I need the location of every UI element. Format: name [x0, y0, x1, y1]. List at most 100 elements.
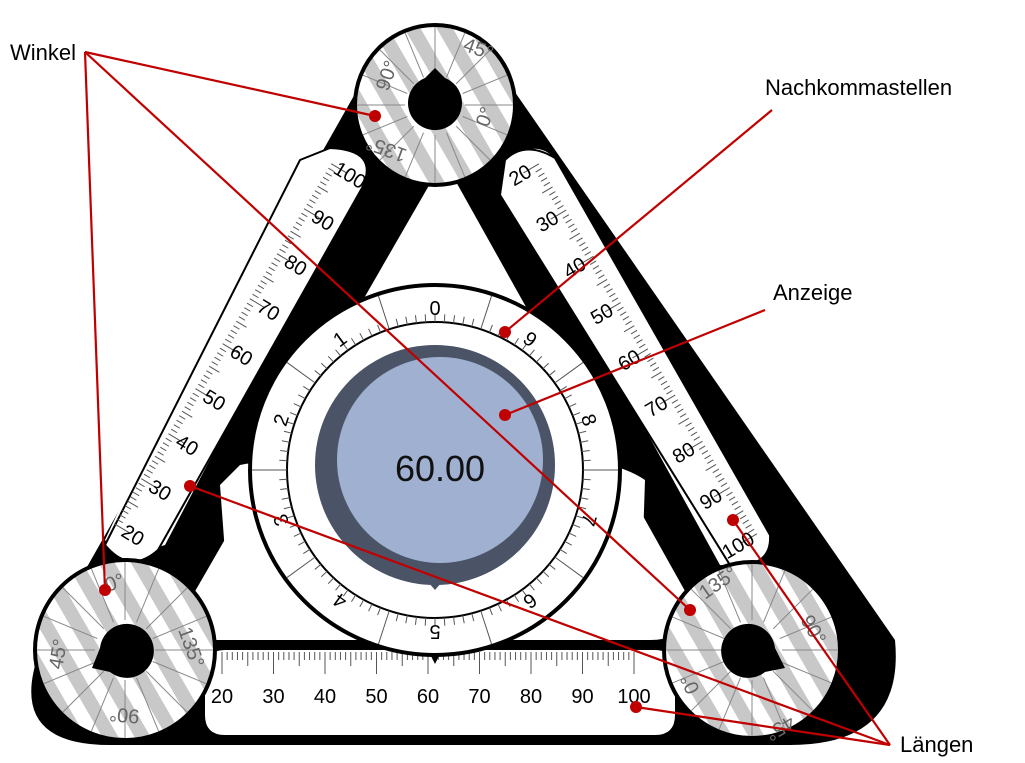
- right-scale-tick: [551, 195, 559, 201]
- angle-wheel-line: [772, 588, 814, 630]
- left-scale-tick: [322, 176, 330, 182]
- angle-wheel-line: [763, 677, 786, 730]
- right-scale-tick: [617, 306, 624, 312]
- display-knob[interactable]: 60.00: [315, 345, 555, 590]
- left-scale-tick: [195, 388, 212, 399]
- angle-wheel-top[interactable]: 45° 90° 0° 135°: [353, 23, 517, 187]
- right-scale-tick: [686, 440, 703, 451]
- decimal-dial-tick: [471, 318, 475, 327]
- decimal-dial-tick: [489, 607, 493, 616]
- right-scale-tick: [713, 487, 730, 498]
- dot-laengen-bottom: [630, 701, 642, 713]
- bottom-arm-strip[interactable]: [205, 650, 675, 735]
- right-scale-tick: [523, 163, 540, 174]
- right-scale-tick: [562, 214, 570, 219]
- right-scale-tick: [596, 279, 608, 286]
- angle-wheel-right-lines: [666, 564, 838, 736]
- left-scale-tick: [154, 455, 166, 463]
- decimal-dial-tick: [443, 314, 446, 323]
- left-scale-tick: [132, 491, 140, 497]
- right-scale-tick: [705, 464, 717, 471]
- left-scale-tick: [127, 500, 139, 508]
- decimal-dial-tick: [298, 394, 306, 400]
- decimal-dial-tick: [559, 548, 567, 555]
- right-scale-tick: [557, 205, 564, 210]
- right-scale-tick: [704, 454, 711, 460]
- display-value: 60.00: [395, 448, 485, 489]
- dot-winkel-top: [369, 110, 381, 122]
- left-scale-tick: [119, 514, 126, 519]
- left-scale-tick: [241, 311, 248, 317]
- right-scale-tick: [715, 473, 722, 478]
- angle-wheel-left[interactable]: 0° 45° 135° 90°: [33, 558, 217, 742]
- decimal-dial-tick: [554, 556, 584, 578]
- left-scale-tick: [301, 212, 308, 218]
- decimal-dial-tick: [286, 515, 295, 519]
- right-scale-tick: [578, 242, 586, 247]
- right-scale-tick: [576, 237, 583, 242]
- bottom-length-scale[interactable]: 20 30 40 50 60 70 80 90 100: [211, 650, 651, 708]
- angle-wheel-line: [446, 132, 466, 178]
- decimal-dial-tick: [548, 370, 556, 377]
- right-scale-tick: [693, 436, 700, 441]
- dot-winkel-left: [99, 584, 111, 596]
- right-scale-tick: [674, 403, 681, 409]
- left-scale-tick: [173, 424, 181, 429]
- right-scale-tick: [619, 311, 627, 316]
- leader-winkel-left: [83, 51, 107, 591]
- decimal-dial-tick: [280, 449, 289, 452]
- left-scale-tick: [184, 406, 191, 411]
- angle-wheel-line: [136, 677, 160, 732]
- leader-winkel-right: [84, 51, 691, 611]
- left-scale-tick: [208, 365, 220, 373]
- left-scale-tick: [265, 271, 273, 276]
- bottom-scale-label: 30: [262, 686, 284, 708]
- right-scale-tick: [660, 380, 668, 386]
- bottom-scale-label: 50: [365, 686, 387, 708]
- right-scale-tick: [649, 362, 657, 367]
- left-scale-tick: [149, 464, 156, 470]
- left-scale-tick: [197, 383, 205, 389]
- decimal-dial-tick: [559, 385, 567, 392]
- label-winkel: Winkel: [10, 40, 76, 65]
- angle-wheel-line: [145, 670, 188, 713]
- angle-wheel-top-hub: [407, 68, 462, 131]
- right-scale-tick: [598, 274, 605, 279]
- angle-wheel-left-label-90: 90°: [108, 702, 140, 727]
- left-scale-tick: [151, 460, 159, 465]
- left-scale-tick: [284, 239, 292, 245]
- left-scale-tick: [287, 235, 295, 240]
- decimal-dial-tick: [414, 616, 417, 625]
- decimal-dial-tick: [293, 403, 302, 408]
- left-scale-tick: [330, 163, 347, 174]
- decimal-dial-tick: [462, 615, 465, 624]
- right-scale-tick: [720, 482, 728, 487]
- left-scale-tick: [276, 253, 293, 264]
- decimal-dial-tick: [414, 315, 417, 324]
- right-scale-tick: [739, 514, 747, 520]
- decimal-dial-tick: [489, 324, 493, 333]
- decimal-dial-tick: [314, 370, 322, 377]
- decimal-dial-tick: [359, 333, 365, 341]
- angle-wheel-line: [462, 116, 508, 136]
- left-scale-tick: [252, 293, 259, 299]
- left-scale-tick: [311, 194, 319, 200]
- dot-anzeige: [499, 409, 511, 421]
- label-nachkommastellen: Nachkommastellen: [765, 75, 952, 100]
- right-scale-tick: [717, 477, 725, 483]
- decimal-dial-tick: [303, 385, 311, 392]
- decimal-dial-tick: [283, 506, 292, 510]
- right-scale-tick: [742, 519, 750, 524]
- left-scale-tick: [135, 487, 143, 492]
- right-scale-tick: [726, 491, 733, 497]
- angle-wheel-line: [362, 74, 408, 94]
- angle-wheel-line: [136, 568, 160, 623]
- bottom-scale-labels: 20 30 40 50 60 70 80 90 100: [211, 686, 651, 708]
- right-scale-tick: [550, 209, 567, 220]
- bottom-scale-label: 80: [520, 686, 542, 708]
- decimal-dial-digit: 5: [429, 620, 440, 642]
- bottom-scale-label: 60: [417, 686, 439, 708]
- right-scale-tick: [592, 265, 600, 270]
- leader-laengen-right: [732, 519, 891, 746]
